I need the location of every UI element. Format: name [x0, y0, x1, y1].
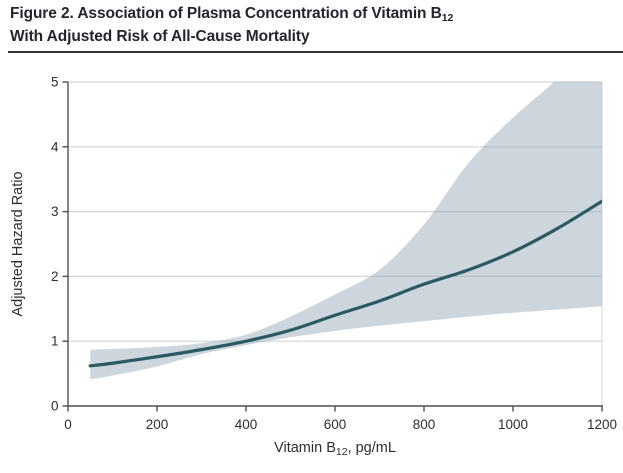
- figure-title-subscript: 12: [441, 12, 454, 24]
- x-tick-label: 600: [324, 417, 347, 432]
- y-tick-label: 2: [51, 269, 59, 284]
- axes: [62, 81, 603, 412]
- x-tick-label: 0: [64, 417, 72, 432]
- title-rule: [8, 51, 623, 53]
- x-tick-label: 1000: [498, 417, 528, 432]
- x-axis-label-subscript: 12: [336, 446, 348, 458]
- gridlines: [68, 81, 603, 406]
- x-tick-label: 1200: [587, 417, 617, 432]
- confidence-band: [90, 82, 602, 380]
- y-tick-label: 5: [51, 75, 59, 90]
- y-tick-label: 0: [51, 399, 59, 414]
- figure-title: Figure 2. Association of Plasma Concentr…: [10, 3, 610, 48]
- figure-title-line1: Figure 2. Association of Plasma Concentr…: [10, 3, 610, 26]
- y-tick-label: 1: [51, 334, 59, 349]
- x-axis-label-main: Vitamin B: [274, 440, 336, 456]
- hazard-ratio-curve: [88, 199, 602, 368]
- x-axis-label-units: , pg/mL: [348, 440, 396, 456]
- x-tick-label: 400: [235, 417, 258, 432]
- y-tick-label: 3: [51, 204, 59, 219]
- x-tick-label: 800: [413, 417, 436, 432]
- y-tick-label: 4: [51, 139, 59, 154]
- x-axis-label: Vitamin B12, pg/mL: [274, 440, 396, 458]
- y-axis-label: Adjusted Hazard Ratio: [10, 171, 26, 316]
- figure-title-line1-text: Figure 2. Association of Plasma Concentr…: [10, 5, 442, 22]
- figure-title-line2: With Adjusted Risk of All-Cause Mortalit…: [10, 28, 310, 45]
- x-tick-label: 200: [146, 417, 169, 432]
